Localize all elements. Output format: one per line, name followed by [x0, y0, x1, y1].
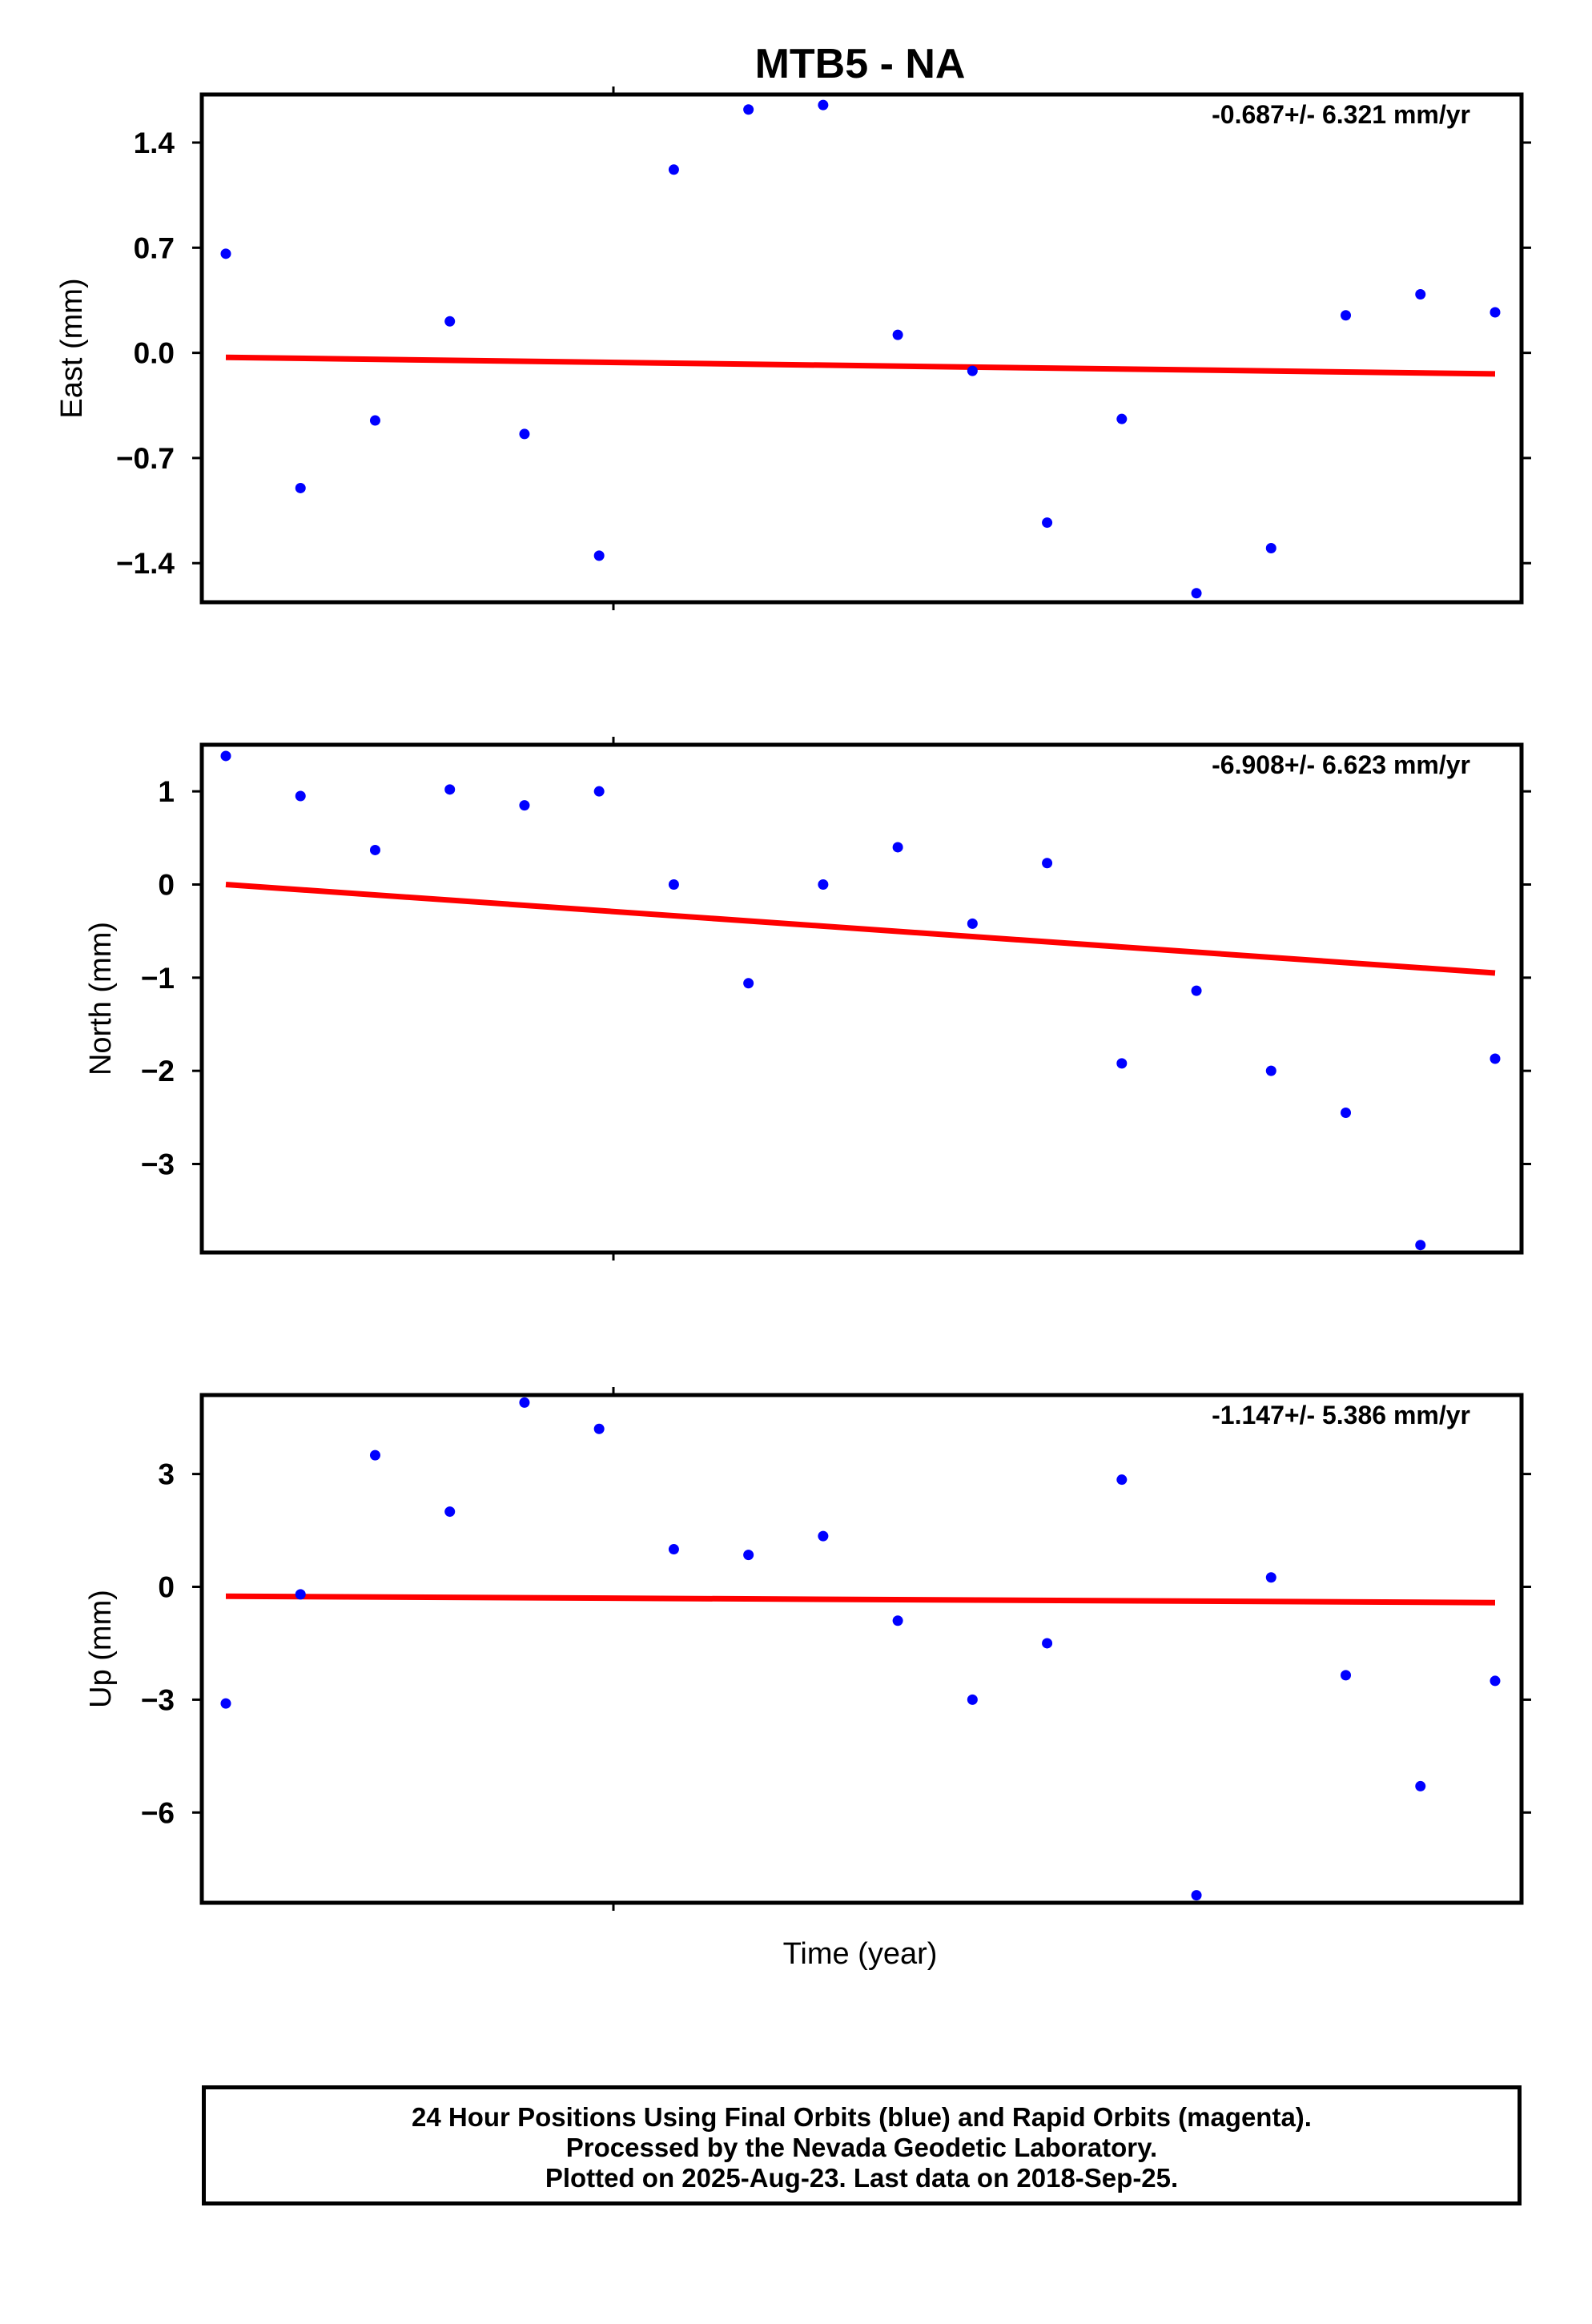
east-data-layer	[220, 99, 1501, 599]
up-data-point	[743, 1550, 754, 1561]
up-y-tick-label: −6	[141, 1796, 175, 1829]
east-data-point	[743, 104, 754, 115]
north-y-tick-label: 0	[158, 868, 175, 901]
east-panel: 1.4 0.7 0.0 −0.7 −1.4 East (mm) -0.687+/- 6.32…	[55, 86, 1531, 610]
up-data-point	[1042, 1638, 1053, 1649]
footer-line-orbits: 24 Hour Positions Using Final Orbits (bl…	[412, 2102, 1312, 2132]
north-y-tick-label: 1	[158, 775, 175, 808]
east-data-point	[1042, 517, 1053, 529]
east-rate-label: -0.687+/- 6.321 mm/yr	[1212, 100, 1470, 129]
up-data-point	[220, 1698, 231, 1709]
north-data-point	[369, 844, 380, 855]
east-y-tick-label: 1.4	[134, 127, 175, 159]
east-data-point	[1415, 288, 1426, 300]
east-data-point	[1191, 588, 1202, 599]
x-axis-label: Time (year)	[783, 1937, 938, 1971]
north-y-tick-label: −3	[141, 1148, 175, 1180]
north-data-point	[967, 918, 978, 929]
north-data-point	[1116, 1058, 1128, 1069]
up-data-point	[369, 1449, 380, 1461]
east-data-point	[818, 99, 829, 111]
north-data-point	[220, 750, 231, 762]
up-data-point	[1116, 1474, 1128, 1486]
east-data-point	[1341, 310, 1352, 321]
east-data-point	[967, 365, 978, 376]
up-data-point	[1265, 1572, 1276, 1583]
east-data-point	[1116, 413, 1128, 424]
up-data-point	[593, 1423, 605, 1434]
up-y-tick-label: 3	[158, 1458, 175, 1491]
north-data-point	[892, 842, 903, 853]
up-data-point	[1415, 1780, 1426, 1791]
east-y-tick-label: −0.7	[116, 442, 175, 475]
chart-title: MTB5 - NA	[755, 41, 966, 87]
footer-info-box: 24 Hour Positions Using Final Orbits (bl…	[202, 2085, 1522, 2205]
up-data-layer	[220, 1397, 1501, 1901]
north-panel: 1 0 −1 −2 −3 North (mm) -6.908+/- 6.623 mm/yr	[84, 737, 1531, 1261]
east-data-point	[593, 550, 605, 561]
north-y-tick-label: −1	[141, 962, 175, 995]
up-data-point	[967, 1694, 978, 1705]
east-data-point	[519, 428, 530, 440]
up-data-point	[444, 1506, 456, 1518]
north-data-point	[593, 786, 605, 797]
east-data-point	[1265, 542, 1276, 553]
north-data-point	[743, 978, 754, 989]
east-data-point	[444, 316, 456, 327]
up-data-point	[519, 1397, 530, 1408]
north-data-point	[1341, 1108, 1352, 1119]
footer-line-processor: Processed by the Nevada Geodetic Laborat…	[565, 2133, 1158, 2162]
north-data-point	[1265, 1065, 1276, 1076]
north-rate-label: -6.908+/- 6.623 mm/yr	[1212, 750, 1470, 779]
footer-line-dates: Plotted on 2025-Aug-23. Last data on 201…	[545, 2163, 1179, 2193]
north-data-point	[818, 879, 829, 890]
up-data-point	[818, 1530, 829, 1542]
east-y-tick-label: 0.7	[134, 231, 175, 264]
east-data-point	[220, 248, 231, 259]
up-panel: 3 0 −3 −6 Up (mm) -1.147+/- 5.386 mm/yr	[84, 1387, 1531, 1911]
up-trend-line	[225, 1593, 1496, 1606]
up-data-point	[1489, 1675, 1501, 1687]
east-panel-frame	[199, 92, 1524, 605]
east-data-point	[1489, 307, 1501, 318]
north-data-point	[1415, 1240, 1426, 1251]
north-trend-line	[225, 882, 1496, 976]
north-data-point	[519, 800, 530, 811]
up-data-point	[295, 1589, 306, 1600]
up-data-point	[1341, 1670, 1352, 1681]
up-y-axis-label: Up (mm)	[84, 1590, 118, 1708]
east-y-tick-label: −1.4	[116, 547, 175, 580]
north-data-layer	[220, 750, 1501, 1251]
up-y-tick-label: −3	[141, 1683, 175, 1716]
north-data-point	[1191, 985, 1202, 996]
east-y-axis-label: East (mm)	[55, 278, 89, 418]
up-data-point	[1191, 1890, 1202, 1901]
north-y-tick-label: −2	[141, 1055, 175, 1088]
north-data-point	[1042, 858, 1053, 869]
north-data-point	[1489, 1053, 1501, 1064]
up-data-point	[668, 1544, 679, 1555]
up-data-point	[892, 1615, 903, 1626]
east-data-point	[892, 329, 903, 340]
north-data-point	[668, 879, 679, 890]
north-y-axis-label: North (mm)	[84, 922, 118, 1076]
east-data-point	[295, 482, 306, 493]
east-y-tick-label: 0.0	[134, 337, 175, 370]
east-data-point	[369, 415, 380, 426]
east-trend-line	[225, 354, 1496, 377]
up-y-tick-label: 0	[158, 1571, 175, 1604]
up-rate-label: -1.147+/- 5.386 mm/yr	[1212, 1401, 1470, 1429]
north-data-point	[295, 790, 306, 802]
north-panel-frame	[199, 742, 1524, 1255]
up-panel-frame	[199, 1393, 1524, 1905]
north-data-point	[444, 784, 456, 795]
east-data-point	[668, 164, 679, 175]
